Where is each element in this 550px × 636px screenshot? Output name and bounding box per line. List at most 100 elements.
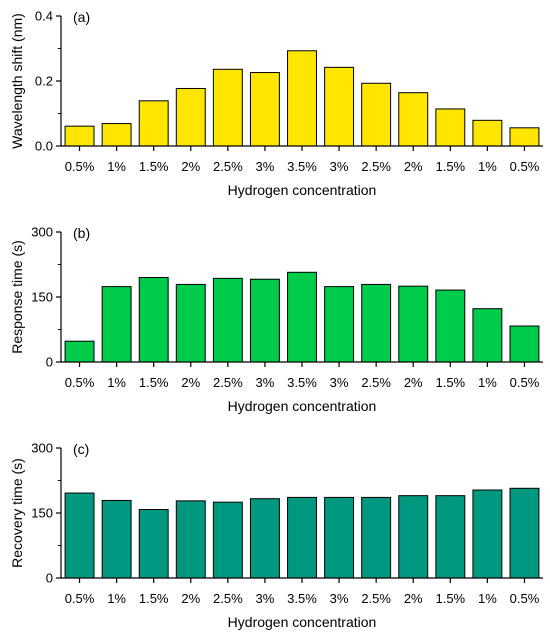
bar	[138, 509, 169, 579]
bar	[398, 285, 429, 363]
bar	[249, 498, 280, 579]
bar	[361, 283, 392, 363]
bar	[509, 325, 540, 363]
bar	[138, 277, 169, 363]
bar	[212, 277, 243, 363]
x-tick-label: 1%	[107, 591, 126, 606]
bar	[101, 286, 132, 363]
x-tick-label: 3%	[330, 591, 349, 606]
x-tick-label: 1.5%	[139, 159, 169, 174]
bar	[324, 496, 355, 579]
x-axis-title: Hydrogen concentration	[228, 614, 377, 630]
x-tick-label: 0.5%	[510, 159, 540, 174]
panel-label: (a)	[73, 9, 90, 25]
y-axis-title: Wavelength shift (nm)	[9, 13, 25, 149]
bar	[212, 68, 243, 147]
y-tick-label: 0	[46, 355, 53, 370]
x-tick-label: 2%	[404, 159, 423, 174]
bar	[509, 127, 540, 147]
x-tick-label: 2.5%	[361, 159, 391, 174]
x-tick-label: 0.5%	[65, 591, 95, 606]
bar	[175, 283, 206, 363]
x-tick-label: 3%	[330, 375, 349, 390]
y-tick-label: 0.0	[35, 139, 53, 154]
x-tick-label: 1.5%	[435, 159, 465, 174]
bar	[249, 72, 280, 147]
bar	[435, 108, 466, 147]
x-tick-label: 0.5%	[65, 375, 95, 390]
bar	[398, 92, 429, 147]
y-axis-title: Response time (s)	[9, 240, 25, 354]
x-tick-label: 1%	[478, 591, 497, 606]
x-tick-label: 2%	[404, 375, 423, 390]
x-tick-label: 2%	[404, 591, 423, 606]
panel-label: (b)	[73, 225, 90, 241]
x-tick-label: 1.5%	[435, 375, 465, 390]
x-tick-label: 1.5%	[139, 591, 169, 606]
bar	[175, 87, 206, 147]
x-tick-label: 3.5%	[287, 159, 317, 174]
y-tick-label: 300	[31, 441, 53, 456]
x-tick-label: 3%	[256, 375, 275, 390]
x-tick-label: 3.5%	[287, 375, 317, 390]
bar	[435, 289, 466, 363]
bar	[287, 50, 317, 147]
y-tick-label: 0.2	[35, 74, 53, 89]
x-tick-label: 1%	[478, 159, 497, 174]
bar	[175, 500, 206, 579]
x-tick-label: 1.5%	[435, 591, 465, 606]
x-tick-label: 3%	[256, 591, 275, 606]
bar	[64, 125, 95, 147]
x-tick-label: 1%	[107, 159, 126, 174]
bar	[64, 492, 95, 579]
x-tick-label: 2.5%	[213, 159, 243, 174]
bar	[509, 487, 540, 579]
bar	[324, 286, 355, 363]
x-tick-label: 1%	[107, 375, 126, 390]
x-tick-label: 2.5%	[361, 375, 391, 390]
y-axis-title: Recovery time (s)	[9, 458, 25, 568]
bar	[138, 100, 169, 147]
x-tick-label: 2.5%	[361, 591, 391, 606]
bar	[472, 489, 503, 579]
bar	[472, 119, 503, 147]
bar	[361, 496, 392, 579]
bar	[212, 501, 243, 579]
x-tick-label: 0.5%	[65, 159, 95, 174]
x-tick-label: 0.5%	[510, 591, 540, 606]
x-tick-label: 3%	[256, 159, 275, 174]
bar	[287, 271, 317, 363]
x-tick-label: 2%	[181, 159, 200, 174]
bar	[398, 495, 429, 579]
x-axis-title: Hydrogen concentration	[228, 398, 377, 414]
x-tick-label: 2.5%	[213, 591, 243, 606]
x-tick-label: 2%	[181, 591, 200, 606]
bar	[472, 308, 503, 363]
chart-panel-1: 0.0 0.2 0.4 0.5% 1% 1.5% 2% 2.5% 3% 3.5% 3% 2.5% 2% 1…	[9, 9, 543, 198]
y-tick-label: 0.4	[35, 9, 53, 24]
x-tick-label: 2%	[181, 375, 200, 390]
y-tick-label: 150	[31, 290, 53, 305]
bar	[324, 66, 355, 147]
x-tick-label: 3.5%	[287, 591, 317, 606]
x-tick-label: 3%	[330, 159, 349, 174]
x-tick-label: 0.5%	[510, 375, 540, 390]
bar	[101, 499, 132, 579]
x-axis-title: Hydrogen concentration	[228, 182, 377, 198]
x-tick-label: 1%	[478, 375, 497, 390]
x-tick-label: 2.5%	[213, 375, 243, 390]
bar	[435, 495, 466, 579]
chart-panel-3: 0 150 300 0.5% 1% 1.5% 2% 2.5% 3% 3.5% 3% 2.5% 2% 1.5…	[9, 441, 543, 630]
bar	[249, 278, 280, 363]
bar	[287, 496, 317, 579]
bar	[64, 340, 95, 363]
chart-panel-2: 0 150 300 0.5% 1% 1.5% 2% 2.5% 3% 3.5% 3% 2.5% 2% 1.5…	[9, 225, 543, 414]
bar	[361, 82, 392, 147]
panel-label: (c)	[73, 441, 89, 457]
x-tick-label: 1.5%	[139, 375, 169, 390]
y-tick-label: 150	[31, 506, 53, 521]
y-tick-label: 0	[46, 571, 53, 586]
bar	[101, 123, 132, 147]
y-tick-label: 300	[31, 225, 53, 240]
